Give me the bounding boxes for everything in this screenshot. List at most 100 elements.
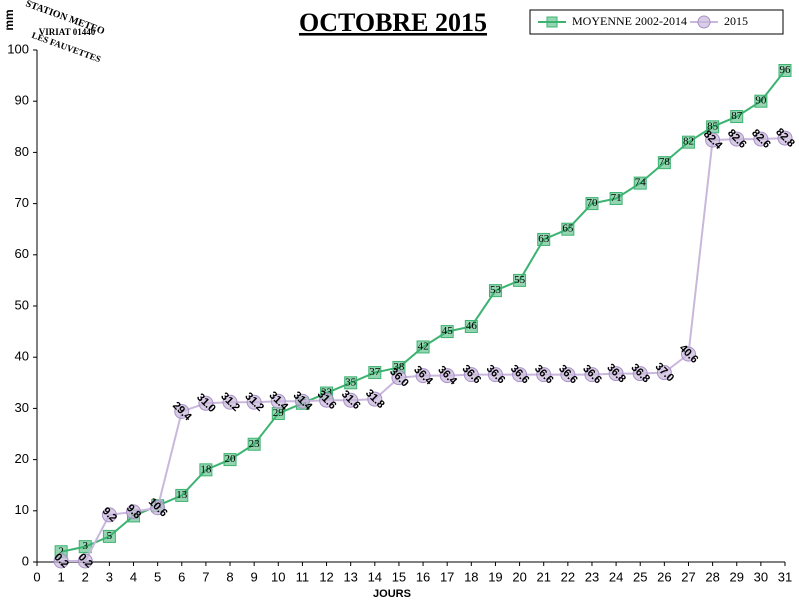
- point: [270, 393, 286, 409]
- value-label: 63: [538, 233, 550, 245]
- value-label: 87: [731, 110, 743, 122]
- x-tick-label: 22: [561, 569, 575, 584]
- point: [681, 135, 695, 149]
- value-label: 18: [200, 463, 212, 475]
- point: [560, 367, 576, 383]
- x-tick-label: 11: [296, 569, 310, 584]
- x-tick-label: 23: [585, 569, 599, 584]
- x-tick-label: 4: [130, 569, 137, 584]
- point: [656, 365, 672, 381]
- x-tick-label: 30: [754, 569, 768, 584]
- legend-label: MOYENNE 2002-2014: [572, 14, 687, 28]
- value-label: 53: [490, 284, 502, 296]
- x-tick-label: 8: [226, 569, 233, 584]
- x-tick-label: 1: [58, 569, 65, 584]
- legend-marker: [546, 16, 558, 28]
- value-label: 85: [707, 120, 719, 132]
- y-tick-label: 100: [7, 41, 29, 56]
- x-tick-label: 5: [154, 569, 161, 584]
- value-label: 3: [83, 540, 89, 552]
- value-label: 45: [442, 325, 454, 337]
- point: [343, 392, 359, 408]
- point: [391, 370, 407, 386]
- x-tick-label: 27: [681, 569, 695, 584]
- x-tick-label: 12: [319, 569, 333, 584]
- point: [633, 176, 647, 190]
- x-tick-label: 19: [488, 569, 502, 584]
- point: [657, 156, 671, 170]
- point: [584, 367, 600, 383]
- point: [680, 346, 696, 362]
- value-label: 38: [393, 361, 405, 373]
- value-label: 31.6: [315, 388, 339, 412]
- point: [488, 284, 502, 298]
- value-label: 46: [466, 320, 478, 332]
- point: [753, 131, 769, 147]
- value-label: 23: [249, 438, 261, 450]
- value-label: 74: [635, 177, 647, 189]
- y-tick-label: 40: [15, 349, 29, 364]
- value-label: 78: [659, 156, 671, 168]
- value-label: 33: [321, 387, 333, 399]
- point: [199, 463, 213, 477]
- x-tick-label: 25: [633, 569, 647, 584]
- value-label: 5: [107, 530, 113, 542]
- x-tick-label: 16: [416, 569, 430, 584]
- value-label: 36.6: [532, 363, 556, 387]
- point: [512, 367, 528, 383]
- y-tick-label: 90: [15, 93, 29, 108]
- x-tick-label: 6: [178, 569, 185, 584]
- value-label: 55: [514, 274, 526, 286]
- value-label: 36.6: [484, 363, 508, 387]
- legend: MOYENNE 2002-2014 2015: [529, 9, 784, 35]
- value-label: 65: [562, 223, 574, 235]
- value-label: 29.4: [170, 400, 194, 424]
- logo-text: VIRIAT 01440: [39, 27, 96, 37]
- value-label: 37.0: [653, 361, 677, 385]
- point: [536, 367, 552, 383]
- point: [440, 325, 454, 339]
- point: [730, 110, 744, 124]
- x-tick-label: 9: [251, 569, 258, 584]
- point: [561, 222, 575, 236]
- point: [729, 131, 745, 147]
- value-label: 82.6: [749, 127, 773, 151]
- x-tick-label: 14: [368, 569, 382, 584]
- value-label: 36.8: [604, 362, 628, 386]
- point: [319, 392, 335, 408]
- value-label: 13: [176, 489, 188, 501]
- point: [609, 191, 623, 205]
- value-label: 36.8: [628, 362, 652, 386]
- x-tick-label: 24: [609, 569, 623, 584]
- value-label: 29: [273, 407, 285, 419]
- point: [294, 393, 310, 409]
- value-label: 31.6: [339, 388, 363, 412]
- x-tick-label: 20: [512, 569, 526, 584]
- x-tick-label: 0: [33, 569, 40, 584]
- point: [513, 273, 527, 287]
- point: [608, 366, 624, 382]
- legend-label: 2015: [724, 14, 748, 28]
- x-tick-label: 15: [392, 569, 406, 584]
- value-label: 0.2: [52, 551, 71, 570]
- point: [705, 132, 721, 148]
- value-label: 90: [755, 95, 767, 107]
- point: [367, 391, 383, 407]
- y-tick-label: 30: [15, 400, 29, 415]
- y-tick-label: 0: [22, 553, 29, 568]
- value-label: 31.4: [291, 389, 315, 413]
- point: [174, 403, 190, 419]
- logo: STATION METEO VIRIAT 01440 LES FAUVETTES: [24, 0, 106, 64]
- point: [223, 453, 237, 467]
- value-label: 36.6: [580, 363, 604, 387]
- y-tick-label: 20: [15, 451, 29, 466]
- point: [415, 368, 431, 384]
- point: [777, 130, 793, 146]
- point: [778, 63, 792, 77]
- point: [754, 94, 768, 108]
- y-tick-label: 10: [15, 502, 29, 517]
- value-label: 35: [345, 376, 357, 388]
- x-tick-label: 21: [536, 569, 550, 584]
- y-tick-label: 60: [15, 246, 29, 261]
